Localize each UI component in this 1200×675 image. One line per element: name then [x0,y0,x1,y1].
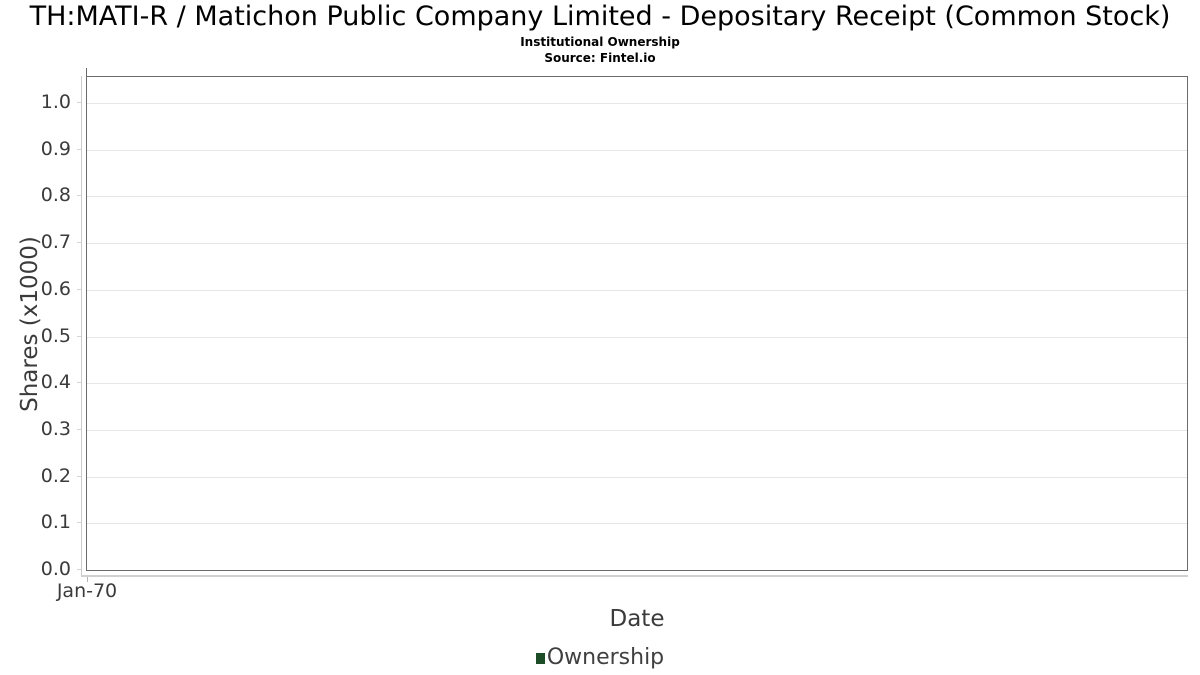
y-tick [77,429,81,430]
y-axis-title-text: Shares (x1000) [17,236,43,412]
chart-title: TH:MATI-R / Matichon Public Company Limi… [29,1,1171,32]
gridline [87,477,1187,478]
chart-source: Source: Fintel.io [544,51,656,65]
legend-marker-square-icon [535,652,545,664]
gridline [87,243,1187,244]
y-tick [77,242,81,243]
y-tick [77,149,81,150]
gridline [87,103,1187,104]
y-tick [77,522,81,523]
y-tick-label: 0.1 [40,511,71,533]
legend: Ownership [0,645,1200,671]
y-tick-label: 0.5 [40,325,71,347]
y-tick-label: 1.0 [40,91,71,113]
x-axis-tick [87,577,88,582]
y-tick-label: 0.6 [40,278,71,300]
y-tick [77,336,81,337]
gridline [87,523,1187,524]
gridline [87,337,1187,338]
y-tick-label: 0.9 [40,138,71,160]
y-tick-label: 0.0 [40,558,71,580]
plot-area [86,76,1188,571]
y-tick-label: 0.4 [40,371,71,393]
gridline [87,290,1187,291]
x-tick-label: Jan-70 [56,580,118,602]
y-tick-label: 0.7 [40,231,71,253]
y-axis-tick-labels: 1.0 0.9 0.8 0.7 0.6 0.5 0.4 0.3 0.2 0.1 0.0 [0,76,77,579]
chart-subtitle: Institutional Ownership [520,35,680,49]
y-tick-label: 0.2 [40,465,71,487]
y-tick [77,476,81,477]
y-tick-label: 0.8 [40,184,71,206]
x-axis-title: Date [609,606,665,632]
y-tick-label: 0.3 [40,418,71,440]
gridline [87,196,1187,197]
y-tick [77,289,81,290]
y-tick [77,382,81,383]
x-axis-line [81,575,1188,577]
y-axis-border-extension [86,68,87,77]
gridline [87,383,1187,384]
y-tick [77,102,81,103]
y-tick [77,195,81,196]
y-tick [77,569,81,570]
legend-label: Ownership [546,645,665,670]
y-axis-ticks [77,76,81,571]
gridline [87,150,1187,151]
gridline [87,430,1187,431]
y-axis-line [81,76,82,576]
